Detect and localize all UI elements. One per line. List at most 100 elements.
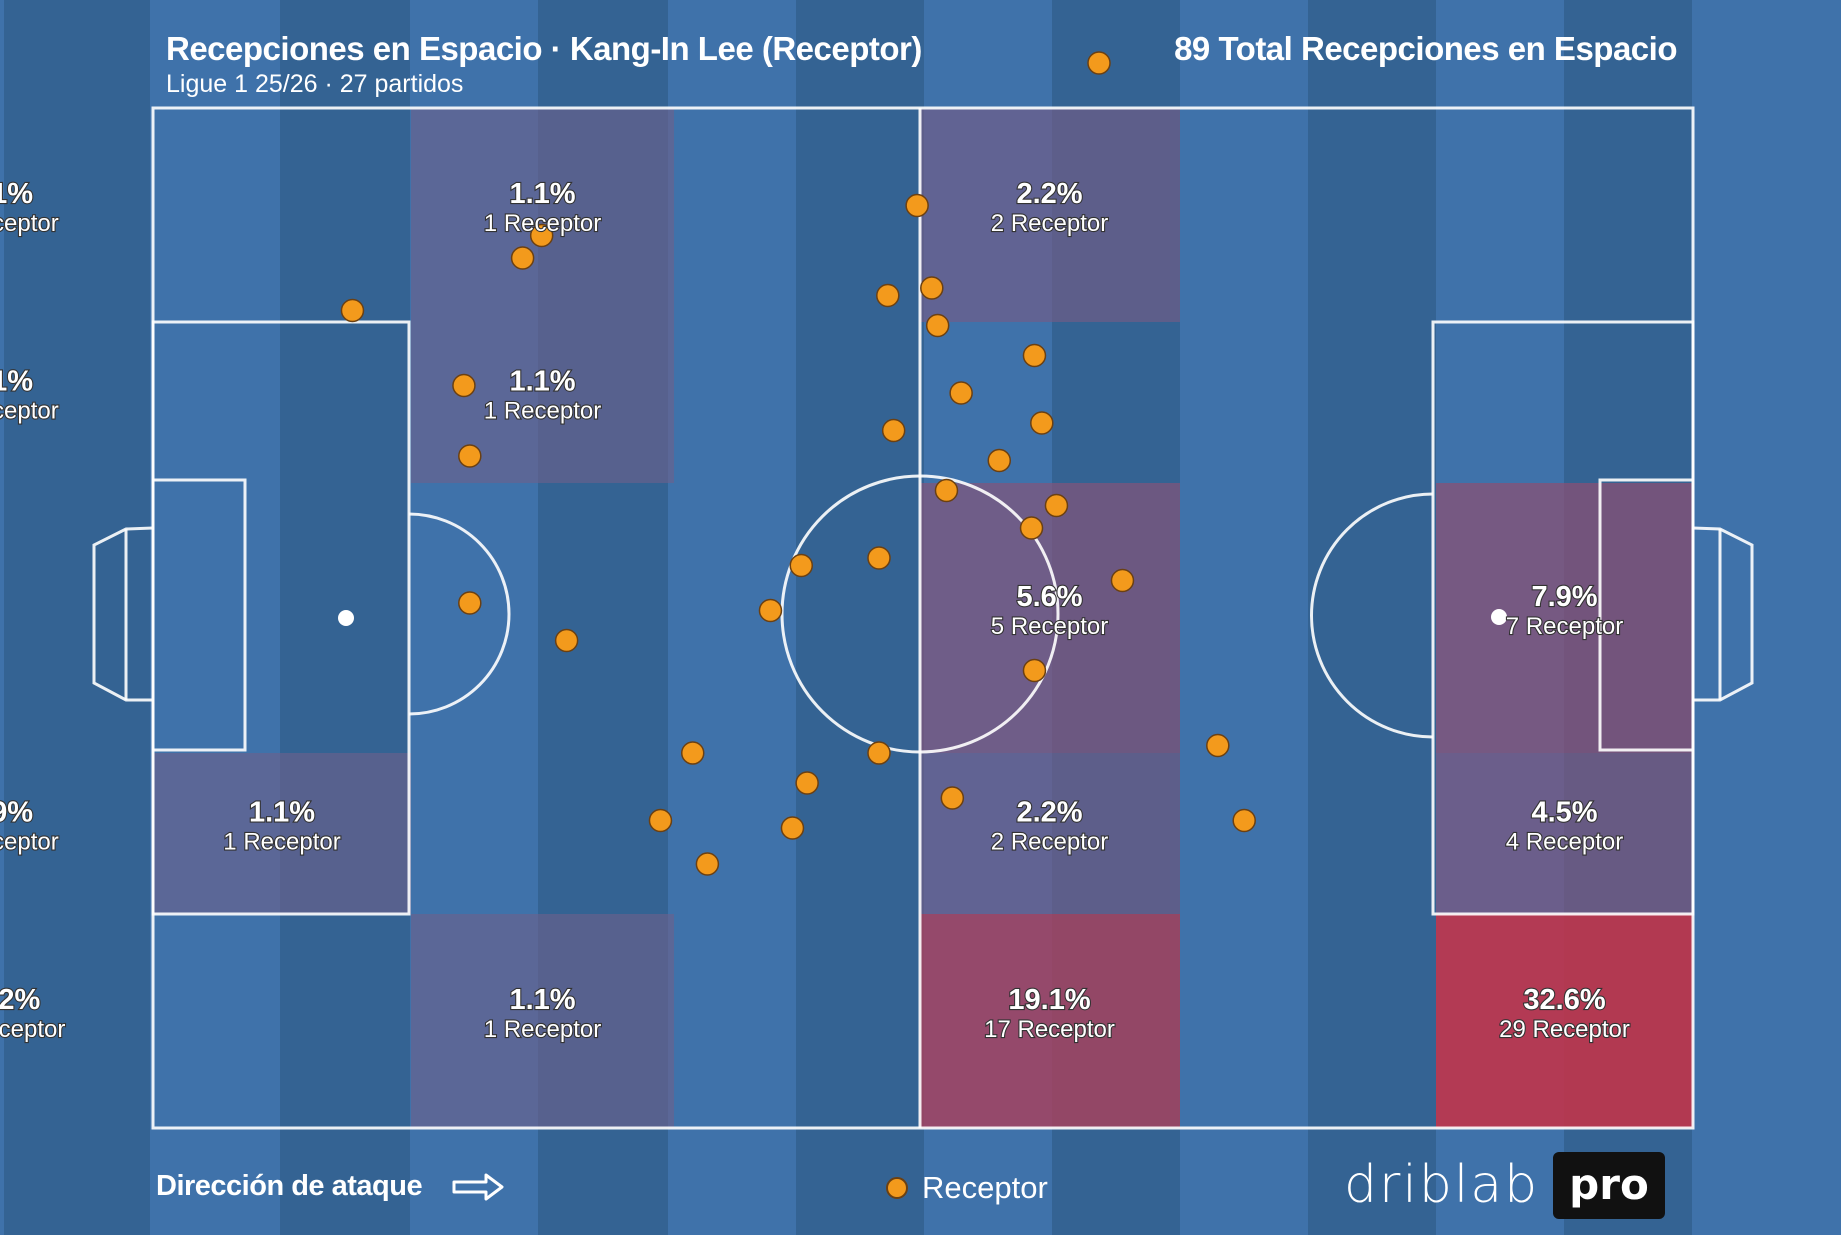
zone-count-label: 2 Receptor — [991, 829, 1108, 856]
zone-cell — [153, 753, 411, 914]
receptor-point — [876, 283, 900, 308]
receptor-point — [554, 628, 579, 653]
points-layer — [340, 51, 1256, 876]
zone-cell — [411, 914, 674, 1128]
receptor-point — [510, 246, 535, 270]
right-goal-area — [1598, 478, 1695, 752]
legend-dot-icon — [886, 1177, 908, 1199]
zone-cell — [919, 914, 1180, 1128]
receptor-point — [925, 313, 950, 338]
zone-count-label: 1 Receptor — [0, 398, 59, 425]
attack-direction-label: Dirección de ataque — [156, 1170, 423, 1202]
zone-percent-label: 1.1% — [249, 797, 315, 829]
receptor-point — [648, 808, 673, 833]
receptor-point — [905, 193, 929, 218]
zone-percent-label: 1.1% — [509, 178, 575, 210]
receptor-point — [795, 771, 819, 795]
stripe — [1180, 0, 1308, 1235]
zone-count-label: 1 Receptor — [484, 210, 601, 237]
zone-percent-label: 2.2% — [1016, 797, 1082, 829]
zone-count-label: 7 Receptor — [0, 829, 59, 856]
receptor-point — [695, 852, 720, 876]
zone-percent-label: 1.1% — [0, 366, 33, 398]
receptor-point — [1022, 658, 1047, 683]
zone-percent-label: 4.5% — [1531, 797, 1597, 829]
zone-count-label: 2 Receptor — [991, 210, 1108, 237]
legend-label: Receptor — [922, 1170, 1048, 1205]
receptor-point — [452, 373, 476, 398]
zone-percent-label: 1.1% — [509, 366, 575, 398]
legend: Receptor — [886, 1168, 1048, 1208]
total-count: 89 Total Recepciones en Espacio — [1174, 30, 1677, 67]
right-goal — [1692, 526, 1754, 702]
receptor-point — [1232, 808, 1256, 833]
receptor-point — [1022, 343, 1047, 368]
zone-cell — [411, 108, 674, 322]
receptor-point — [987, 448, 1012, 473]
pitch-lines — [92, 106, 1754, 1130]
zone-percent-label: 5.6% — [1016, 581, 1082, 613]
zone-count-label: 1 Receptor — [484, 1016, 601, 1043]
stripe — [150, 0, 280, 1235]
receptor-point — [458, 444, 482, 468]
zone-cell — [1436, 753, 1693, 914]
zone-percent-label: 32.6% — [1523, 984, 1605, 1016]
left-goal — [92, 526, 154, 702]
receptor-point — [867, 546, 891, 570]
left-penalty-arc — [408, 512, 511, 716]
zone-cell — [411, 322, 674, 483]
zone-cell — [1436, 914, 1693, 1128]
left-penalty-spot — [338, 610, 354, 626]
zone-cell — [919, 108, 1180, 322]
right-penalty-spot — [1491, 609, 1507, 625]
zone-percent-label: 11.2% — [0, 984, 41, 1016]
zone-count-label: 7 Receptor — [1506, 613, 1623, 640]
receptor-point — [1206, 733, 1230, 758]
receptor-point — [881, 418, 906, 443]
left-goal-area — [151, 478, 247, 752]
receptor-point — [1110, 568, 1135, 593]
zone-count-label: 4 Receptor — [1506, 829, 1623, 856]
brand-badge: pro — [1553, 1151, 1665, 1219]
receptor-point — [458, 591, 482, 615]
zone-count-label: 10 Receptor — [0, 1016, 65, 1043]
receptor-point — [780, 816, 805, 840]
receptor-point — [529, 223, 554, 248]
receptor-point — [340, 298, 365, 323]
zone-count-label: 17 Receptor — [984, 1016, 1115, 1043]
receptor-point — [867, 741, 891, 765]
right-penalty-arc — [1310, 492, 1434, 739]
zone-percent-label: 19.1% — [1008, 984, 1090, 1016]
zone-cell — [1436, 483, 1693, 753]
receptor-point — [680, 741, 705, 765]
receptor-point — [789, 553, 814, 578]
brand-logo: driblab pro — [1344, 1150, 1665, 1220]
zone-count-label: 1 Receptor — [484, 398, 601, 425]
chart-title: Recepciones en Espacio · Kang-In Lee (Re… — [166, 30, 922, 67]
zone-count-label: 5 Receptor — [991, 613, 1108, 640]
receptor-point — [1044, 493, 1069, 518]
stripe — [1308, 0, 1436, 1235]
stripe — [796, 0, 924, 1235]
brand-name: driblab — [1344, 1155, 1540, 1215]
zone-percent-label: 7.9% — [1531, 581, 1597, 613]
receptor-point — [934, 478, 959, 503]
zone-cell — [919, 753, 1180, 914]
receptor-point — [1087, 51, 1111, 75]
receptor-point — [758, 598, 783, 623]
arrow-right-icon — [452, 1173, 504, 1201]
receptor-point — [1019, 516, 1044, 540]
zone-percent-label: 1.1% — [0, 178, 33, 210]
chart-subtitle: Ligue 1 25/26 · 27 partidos — [166, 70, 464, 98]
zone-percent-label: 7.9% — [0, 797, 33, 829]
receptor-point — [920, 276, 944, 300]
zone-percent-label: 2.2% — [1016, 178, 1082, 210]
zone-count-label: 1 Receptor — [0, 210, 59, 237]
zones-layer — [153, 108, 1693, 1128]
zone-cell — [919, 483, 1180, 753]
receptor-point — [940, 786, 965, 810]
zone-count-label: 1 Receptor — [223, 829, 340, 856]
